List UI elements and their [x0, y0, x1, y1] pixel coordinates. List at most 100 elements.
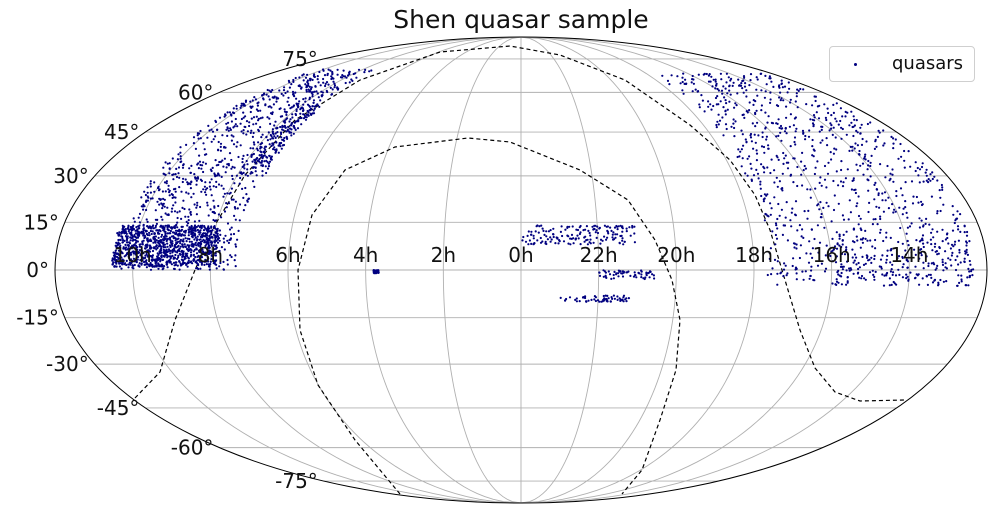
- quasar-point: [760, 194, 763, 198]
- quasar-point: [212, 233, 215, 236]
- quasar-point: [181, 180, 184, 184]
- quasar-point: [320, 94, 323, 97]
- quasar-point: [759, 187, 762, 190]
- quasar-point: [236, 141, 239, 144]
- quasar-point: [808, 129, 811, 132]
- quasar-point: [844, 115, 847, 118]
- quasar-point: [144, 200, 148, 203]
- quasar-point: [311, 105, 314, 108]
- quasar-point: [831, 282, 834, 285]
- quasar-point: [155, 229, 158, 232]
- quasar-point: [832, 126, 835, 129]
- quasar-point: [922, 180, 925, 183]
- quasar-point: [849, 145, 852, 148]
- quasar-point: [176, 211, 179, 214]
- quasar-point: [845, 269, 848, 272]
- quasar-point: [180, 249, 184, 252]
- quasar-point: [308, 85, 311, 88]
- quasar-point: [234, 245, 238, 248]
- quasar-point: [151, 225, 154, 228]
- quasar-point: [928, 223, 931, 226]
- quasar-point: [622, 296, 625, 299]
- quasar-point: [190, 243, 193, 246]
- quasar-point: [567, 242, 570, 245]
- quasar-point: [227, 121, 230, 124]
- quasar-point: [613, 270, 616, 273]
- quasar-point: [193, 220, 196, 223]
- quasar-point: [755, 76, 758, 79]
- quasar-point: [185, 143, 188, 146]
- quasar-point: [855, 235, 858, 238]
- quasar-point: [176, 249, 179, 252]
- quasar-point: [236, 125, 239, 128]
- quasar-point: [941, 186, 944, 189]
- quasar-point: [755, 152, 759, 155]
- quasar-point: [786, 167, 790, 170]
- quasar-point: [851, 125, 854, 129]
- quasar-point: [216, 241, 220, 244]
- quasar-point: [852, 272, 855, 275]
- quasar-point: [289, 118, 292, 121]
- quasar-point: [965, 234, 969, 237]
- quasar-point: [936, 264, 939, 267]
- quasar-point: [860, 123, 863, 126]
- quasar-point: [583, 236, 586, 239]
- quasar-point: [190, 253, 193, 256]
- quasar-point: [947, 242, 950, 245]
- quasar-point: [313, 107, 316, 110]
- quasar-point: [213, 227, 217, 230]
- quasar-point: [691, 74, 694, 78]
- quasar-point: [768, 75, 772, 78]
- quasar-point: [178, 268, 181, 271]
- quasar-point: [617, 272, 620, 275]
- quasar-point: [598, 227, 601, 230]
- quasar-point: [131, 228, 134, 231]
- quasar-point: [882, 284, 886, 287]
- quasar-point: [920, 165, 924, 169]
- quasar-point: [855, 129, 858, 132]
- quasar-point: [202, 142, 205, 145]
- quasar-point: [205, 233, 208, 236]
- quasar-point: [307, 84, 310, 87]
- quasar-point: [612, 294, 616, 297]
- quasar-point: [196, 176, 199, 179]
- quasar-point: [818, 208, 821, 211]
- quasar-point: [202, 161, 205, 164]
- ra-grid-line: [520, 37, 677, 503]
- quasar-point: [182, 259, 185, 262]
- quasar-point: [165, 261, 168, 264]
- quasar-point: [812, 125, 815, 128]
- quasar-point: [276, 131, 279, 134]
- quasar-point: [204, 181, 207, 184]
- quasar-point: [176, 257, 179, 261]
- quasar-point: [755, 88, 758, 91]
- quasar-point: [823, 226, 826, 229]
- quasar-point: [867, 210, 870, 214]
- quasar-point: [256, 147, 259, 150]
- quasar-point: [268, 117, 271, 120]
- quasar-point: [292, 80, 295, 83]
- quasar-point: [956, 210, 959, 213]
- quasar-point: [132, 252, 135, 255]
- quasar-point: [794, 268, 797, 271]
- quasar-point: [188, 208, 191, 211]
- quasar-point: [161, 190, 164, 193]
- quasar-point: [745, 141, 748, 144]
- quasar-point: [746, 174, 749, 177]
- quasar-point: [789, 113, 793, 116]
- quasar-point: [615, 273, 618, 276]
- quasar-point: [273, 135, 276, 138]
- quasar-point: [202, 229, 206, 232]
- quasar-point: [776, 283, 779, 286]
- quasar-point: [288, 86, 291, 89]
- quasar-point: [794, 100, 797, 103]
- quasar-point: [969, 263, 972, 266]
- quasar-point: [813, 237, 816, 241]
- quasar-point: [239, 106, 242, 109]
- quasar-point: [767, 115, 770, 118]
- quasar-point: [944, 262, 947, 265]
- quasar-point: [858, 149, 861, 153]
- quasar-point: [887, 207, 891, 210]
- quasar-point: [267, 131, 270, 134]
- quasar-point: [852, 177, 855, 180]
